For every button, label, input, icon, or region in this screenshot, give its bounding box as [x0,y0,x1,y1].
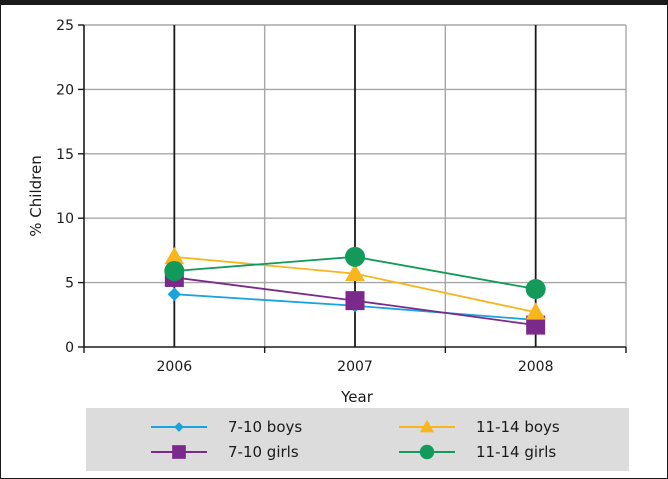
legend-label: 11-14 boys [476,418,560,436]
data-point [164,261,185,282]
legend-marker-2 [419,419,435,433]
legend-box [86,408,629,471]
line-chart: 0 5 10 15 20 25 2006 2007 2008 Year % Children 7-1… [27,18,629,471]
data-point [167,287,182,301]
data-point [345,263,365,282]
data-point [164,246,185,265]
legend-marker-0 [174,422,184,432]
legend-marker-1 [172,445,186,459]
y-tick-label: 15 [56,147,74,163]
legend-label: 7-10 girls [228,443,299,461]
data-point [525,302,546,320]
x-tick-label: 2007 [337,359,373,375]
x-tick-label: 2006 [157,359,193,375]
y-tick-label: 20 [56,82,74,98]
y-axis-title: % Children [27,155,45,236]
y-tick-label: 0 [65,340,74,356]
data-point [526,315,546,335]
legend-marker-3 [419,444,435,460]
y-tick-label: 25 [56,18,74,34]
data-point [345,246,365,267]
x-tick-label: 2008 [518,359,554,375]
data-point [525,279,546,300]
legend-label: 7-10 boys [228,418,302,436]
y-tick-label: 5 [65,276,74,292]
data-point [345,291,365,311]
x-axis-title: Year [340,388,374,406]
legend-label: 11-14 girls [476,443,556,461]
y-tick-label: 10 [56,211,74,227]
